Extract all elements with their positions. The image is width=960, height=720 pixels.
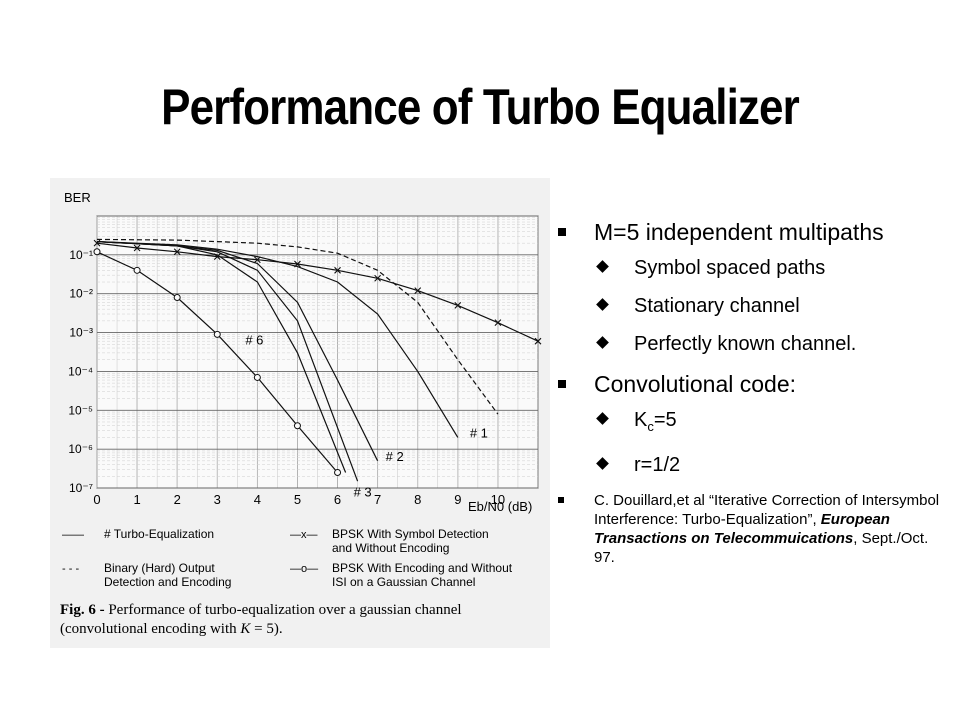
sub-bullet: Symbol spaced paths <box>558 256 953 280</box>
series-marker-o <box>334 469 342 477</box>
square-bullet-icon <box>558 228 566 236</box>
series-marker-o <box>213 330 221 338</box>
series-line <box>96 238 499 415</box>
diamond-bullet-icon <box>596 412 609 425</box>
reference-journal: European Transactions on Telecommuicatio… <box>594 511 890 547</box>
x-tick-label: 3 <box>214 492 221 507</box>
square-bullet-icon <box>558 497 564 503</box>
sub-bullet: Stationary channel <box>558 294 953 318</box>
legend-label: ISI on a Gaussian Channel <box>332 575 475 589</box>
x-tick-label: 10 <box>491 492 505 507</box>
curve-label: # 3 <box>354 485 372 500</box>
x-tick-label: 4 <box>254 492 261 507</box>
legend-label: BPSK With Encoding and Without <box>332 561 513 575</box>
x-tick-label: 7 <box>374 492 381 507</box>
svg-text:(convolutional encoding with K: (convolutional encoding with K = 5). <box>60 621 283 637</box>
diamond-bullet-icon <box>596 260 609 273</box>
legend-label: Detection and Encoding <box>104 575 231 589</box>
legend-label: Binary (Hard) Output <box>104 561 215 575</box>
series-marker-o <box>93 248 101 256</box>
chart-legend: —— # Turbo-Equalization - - - Binary (Hard)… <box>62 527 513 589</box>
square-bullet-icon <box>558 380 566 388</box>
series-marker-o <box>293 422 301 430</box>
series-marker-o <box>133 266 141 274</box>
y-tick-label: 10⁻³ <box>69 326 93 340</box>
series-marker-x <box>133 244 141 252</box>
y-tick-label: 10⁻⁴ <box>68 364 93 378</box>
diamond-bullet-icon <box>596 298 609 311</box>
bullet-convolutional-code: Convolutional code: <box>558 370 953 398</box>
bullet-text: M=5 independent multipaths <box>594 219 884 245</box>
curve-labels: # 1 # 2 # 3 # 6 <box>245 332 488 499</box>
series-marker-x <box>414 287 422 295</box>
legend-sample: - - - <box>62 563 79 575</box>
sub-bullet-kc: Kc=5 <box>558 408 953 439</box>
x-axis-label: Eb/N0 (dB) <box>468 499 532 514</box>
diamond-bullet-icon <box>596 457 609 470</box>
reference-prefix: C. Douillard,et al “Iterative Correction… <box>594 492 940 528</box>
caption-line-1: Performance of turbo-equalization over a… <box>105 602 462 618</box>
caption-line-2: (convolutional encoding with <box>60 621 240 637</box>
x-tick-label: 6 <box>334 492 341 507</box>
svg-text:Fig. 6 - Performance of turbo-: Fig. 6 - Performance of turbo-equalizati… <box>60 602 462 618</box>
bullet-list: M=5 independent multipaths Symbol spaced… <box>558 218 953 567</box>
diamond-bullet-icon <box>596 336 609 349</box>
bullet-multipaths: M=5 independent multipaths <box>558 218 953 246</box>
x-tick-label: 9 <box>454 492 461 507</box>
sub-bullet-rate: r=1/2 <box>558 453 953 477</box>
x-tick-label: 0 <box>93 492 100 507</box>
chart-ticks: 0 1 2 3 4 5 6 7 8 9 10 10⁻¹ 10⁻² 10⁻³ 10⁻⁴ 10⁻⁵ 10⁻⁶ 10⁻⁷ <box>68 248 505 507</box>
legend-sample: —x— <box>290 529 318 541</box>
series-marker-x <box>253 256 261 264</box>
curve-label: # 2 <box>386 449 404 464</box>
series-marker-o <box>253 373 261 381</box>
slide-title: Performance of Turbo Equalizer <box>161 79 800 135</box>
series-marker-x <box>334 266 341 274</box>
reference-bullet: C. Douillard,et al “Iterative Correction… <box>558 491 953 567</box>
y-axis-label: BER <box>64 190 91 205</box>
y-tick-label: 10⁻⁶ <box>68 442 93 456</box>
chart-grid <box>96 215 539 489</box>
x-tick-label: 8 <box>414 492 421 507</box>
legend-sample: —o— <box>290 563 318 575</box>
figure-caption: Fig. 6 - Performance of turbo-equalizati… <box>60 602 462 637</box>
series-marker-o <box>173 293 181 301</box>
series-line <box>96 241 347 473</box>
y-tick-label: 10⁻⁷ <box>69 481 93 495</box>
sub-bullet: Perfectly known channel. <box>558 332 953 356</box>
bullet-text: Convolutional code: <box>594 371 797 397</box>
series-marker-x <box>534 337 542 345</box>
series-marker-x <box>494 319 502 327</box>
legend-label: # Turbo-Equalization <box>104 527 214 541</box>
curve-label: # 1 <box>470 425 488 440</box>
x-tick-label: 2 <box>174 492 181 507</box>
curve-label: # 6 <box>245 332 263 347</box>
series-marker-x <box>454 302 462 309</box>
caption-fig-number: Fig. 6 - <box>60 602 105 618</box>
x-tick-label: 5 <box>294 492 301 507</box>
caption-end: = 5). <box>250 621 282 637</box>
legend-label: BPSK With Symbol Detection <box>332 527 489 541</box>
x-tick-label: 1 <box>133 492 140 507</box>
series-marker-x <box>173 248 181 256</box>
ber-chart: 0 1 2 3 4 5 6 7 8 9 10 10⁻¹ 10⁻² 10⁻³ 10⁻⁴ 10⁻⁵ 10⁻⁶ 10⁻⁷… <box>60 190 542 637</box>
series-line <box>96 241 459 438</box>
y-tick-label: 10⁻² <box>69 287 93 301</box>
y-tick-label: 10⁻⁵ <box>68 403 93 417</box>
caption-k: K <box>239 621 251 637</box>
chart-curves <box>93 238 542 482</box>
legend-sample: —— <box>62 529 84 541</box>
series-line <box>96 242 539 342</box>
reference-suffix: , Sept./Oct. 97. <box>594 530 929 566</box>
series-marker-x <box>374 274 382 282</box>
y-tick-label: 10⁻¹ <box>69 248 93 262</box>
legend-label: and Without Encoding <box>332 541 449 555</box>
